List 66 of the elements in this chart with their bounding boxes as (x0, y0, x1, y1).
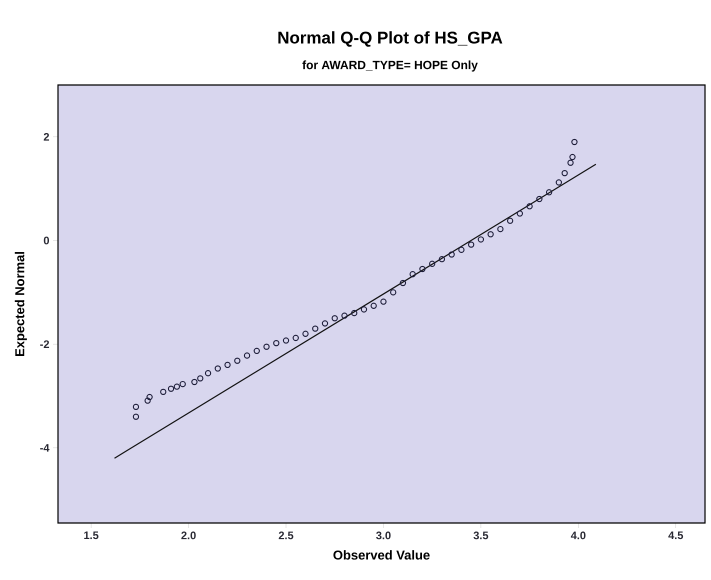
point (312, 325, 318, 332)
point (458, 246, 465, 253)
point (160, 388, 166, 395)
x-tick-label: 2.0 (181, 532, 196, 540)
point (429, 260, 436, 267)
point (487, 231, 494, 238)
point (478, 236, 484, 243)
point (351, 310, 358, 316)
point (214, 365, 221, 372)
point (556, 179, 562, 186)
point (360, 306, 368, 313)
chart-subtitle: for AWARD_TYPE= HOPE Only (302, 60, 478, 72)
point (516, 210, 524, 217)
y-tick-label: 0 (44, 236, 50, 244)
point (562, 170, 568, 176)
point (370, 302, 377, 309)
point (497, 226, 504, 232)
x-tick-label: 2.5 (278, 532, 294, 540)
point (571, 138, 578, 146)
point (132, 404, 140, 410)
x-tick-label: 1.5 (84, 532, 98, 540)
point (546, 189, 552, 196)
point (390, 289, 396, 296)
y-tick-label: -4 (40, 444, 50, 452)
point (438, 256, 446, 262)
point (263, 344, 270, 350)
point (567, 160, 574, 166)
point (204, 370, 212, 376)
x-tick-label: 3.0 (376, 532, 391, 540)
point (419, 266, 426, 272)
chart-title: Normal Q-Q Plot of HS_GPA (278, 31, 502, 47)
point (448, 251, 455, 258)
point (536, 196, 542, 202)
point (322, 320, 328, 327)
point (273, 340, 280, 346)
point (380, 298, 387, 305)
point (254, 348, 260, 354)
point (341, 312, 348, 319)
point (191, 378, 198, 386)
point (506, 218, 514, 224)
point (197, 375, 204, 382)
point (180, 380, 186, 388)
point (400, 280, 406, 286)
x-axis-title: Observed Value (333, 550, 430, 560)
y-axis-title: Expected Normal (14, 252, 27, 356)
x-tick-label: 4.0 (570, 532, 586, 540)
point (244, 352, 250, 359)
point (132, 414, 140, 420)
point (526, 203, 533, 210)
point (174, 384, 180, 390)
point (468, 242, 474, 248)
point (302, 330, 309, 337)
point (234, 358, 240, 364)
y-tick-label: -2 (40, 340, 50, 348)
point (332, 315, 338, 322)
point (168, 386, 174, 392)
x-tick-label: 3.5 (474, 532, 488, 540)
point (224, 362, 231, 368)
point (282, 337, 290, 344)
point (146, 394, 153, 400)
point (144, 398, 151, 404)
point (292, 334, 299, 342)
point (410, 271, 416, 278)
point (569, 154, 576, 160)
x-tick-label: 4.5 (668, 532, 684, 540)
y-tick-label: 2 (44, 133, 50, 141)
